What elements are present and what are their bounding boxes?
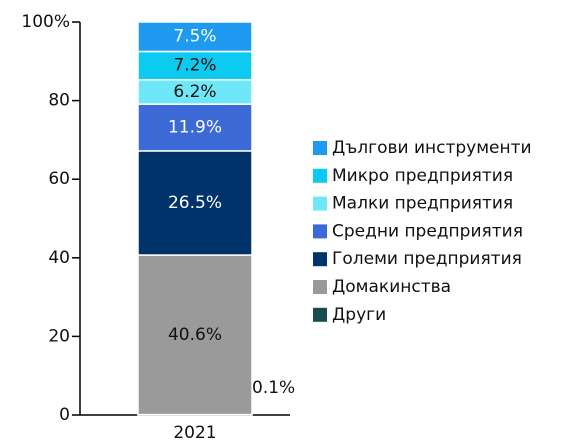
legend-swatch xyxy=(313,169,327,183)
data-label: 26.5% xyxy=(168,193,222,213)
legend-swatch xyxy=(313,197,327,211)
y-tick-label: 60 xyxy=(48,169,70,189)
data-label: 40.6% xyxy=(168,325,222,345)
legend-swatch xyxy=(313,280,327,294)
y-tick-label: 20 xyxy=(48,326,70,346)
legend-label: Домакинства xyxy=(332,277,451,297)
legend-label: Малки предприятия xyxy=(332,194,513,214)
y-tick-label: 40 xyxy=(48,248,70,268)
legend-swatch xyxy=(313,141,327,155)
data-label: 0.1% xyxy=(252,378,295,398)
y-tick-label: 100% xyxy=(21,12,70,32)
legend-swatch xyxy=(313,224,327,238)
y-tick-label: 80 xyxy=(48,91,70,111)
data-label: 7.5% xyxy=(173,27,216,47)
y-tick-label: 0 xyxy=(59,405,70,425)
legend-label: Други xyxy=(332,305,386,325)
legend-label: Средни предприятия xyxy=(332,221,523,241)
legend-label: Дългови инструменти xyxy=(332,138,532,158)
x-tick-label: 2021 xyxy=(173,423,216,441)
data-label: 7.2% xyxy=(173,56,216,76)
legend-label: Големи предприятия xyxy=(332,249,522,269)
legend-swatch xyxy=(313,308,327,322)
legend-swatch xyxy=(313,252,327,266)
data-label: 11.9% xyxy=(168,118,222,138)
legend-label: Микро предприятия xyxy=(332,166,513,186)
data-label: 6.2% xyxy=(173,82,216,102)
